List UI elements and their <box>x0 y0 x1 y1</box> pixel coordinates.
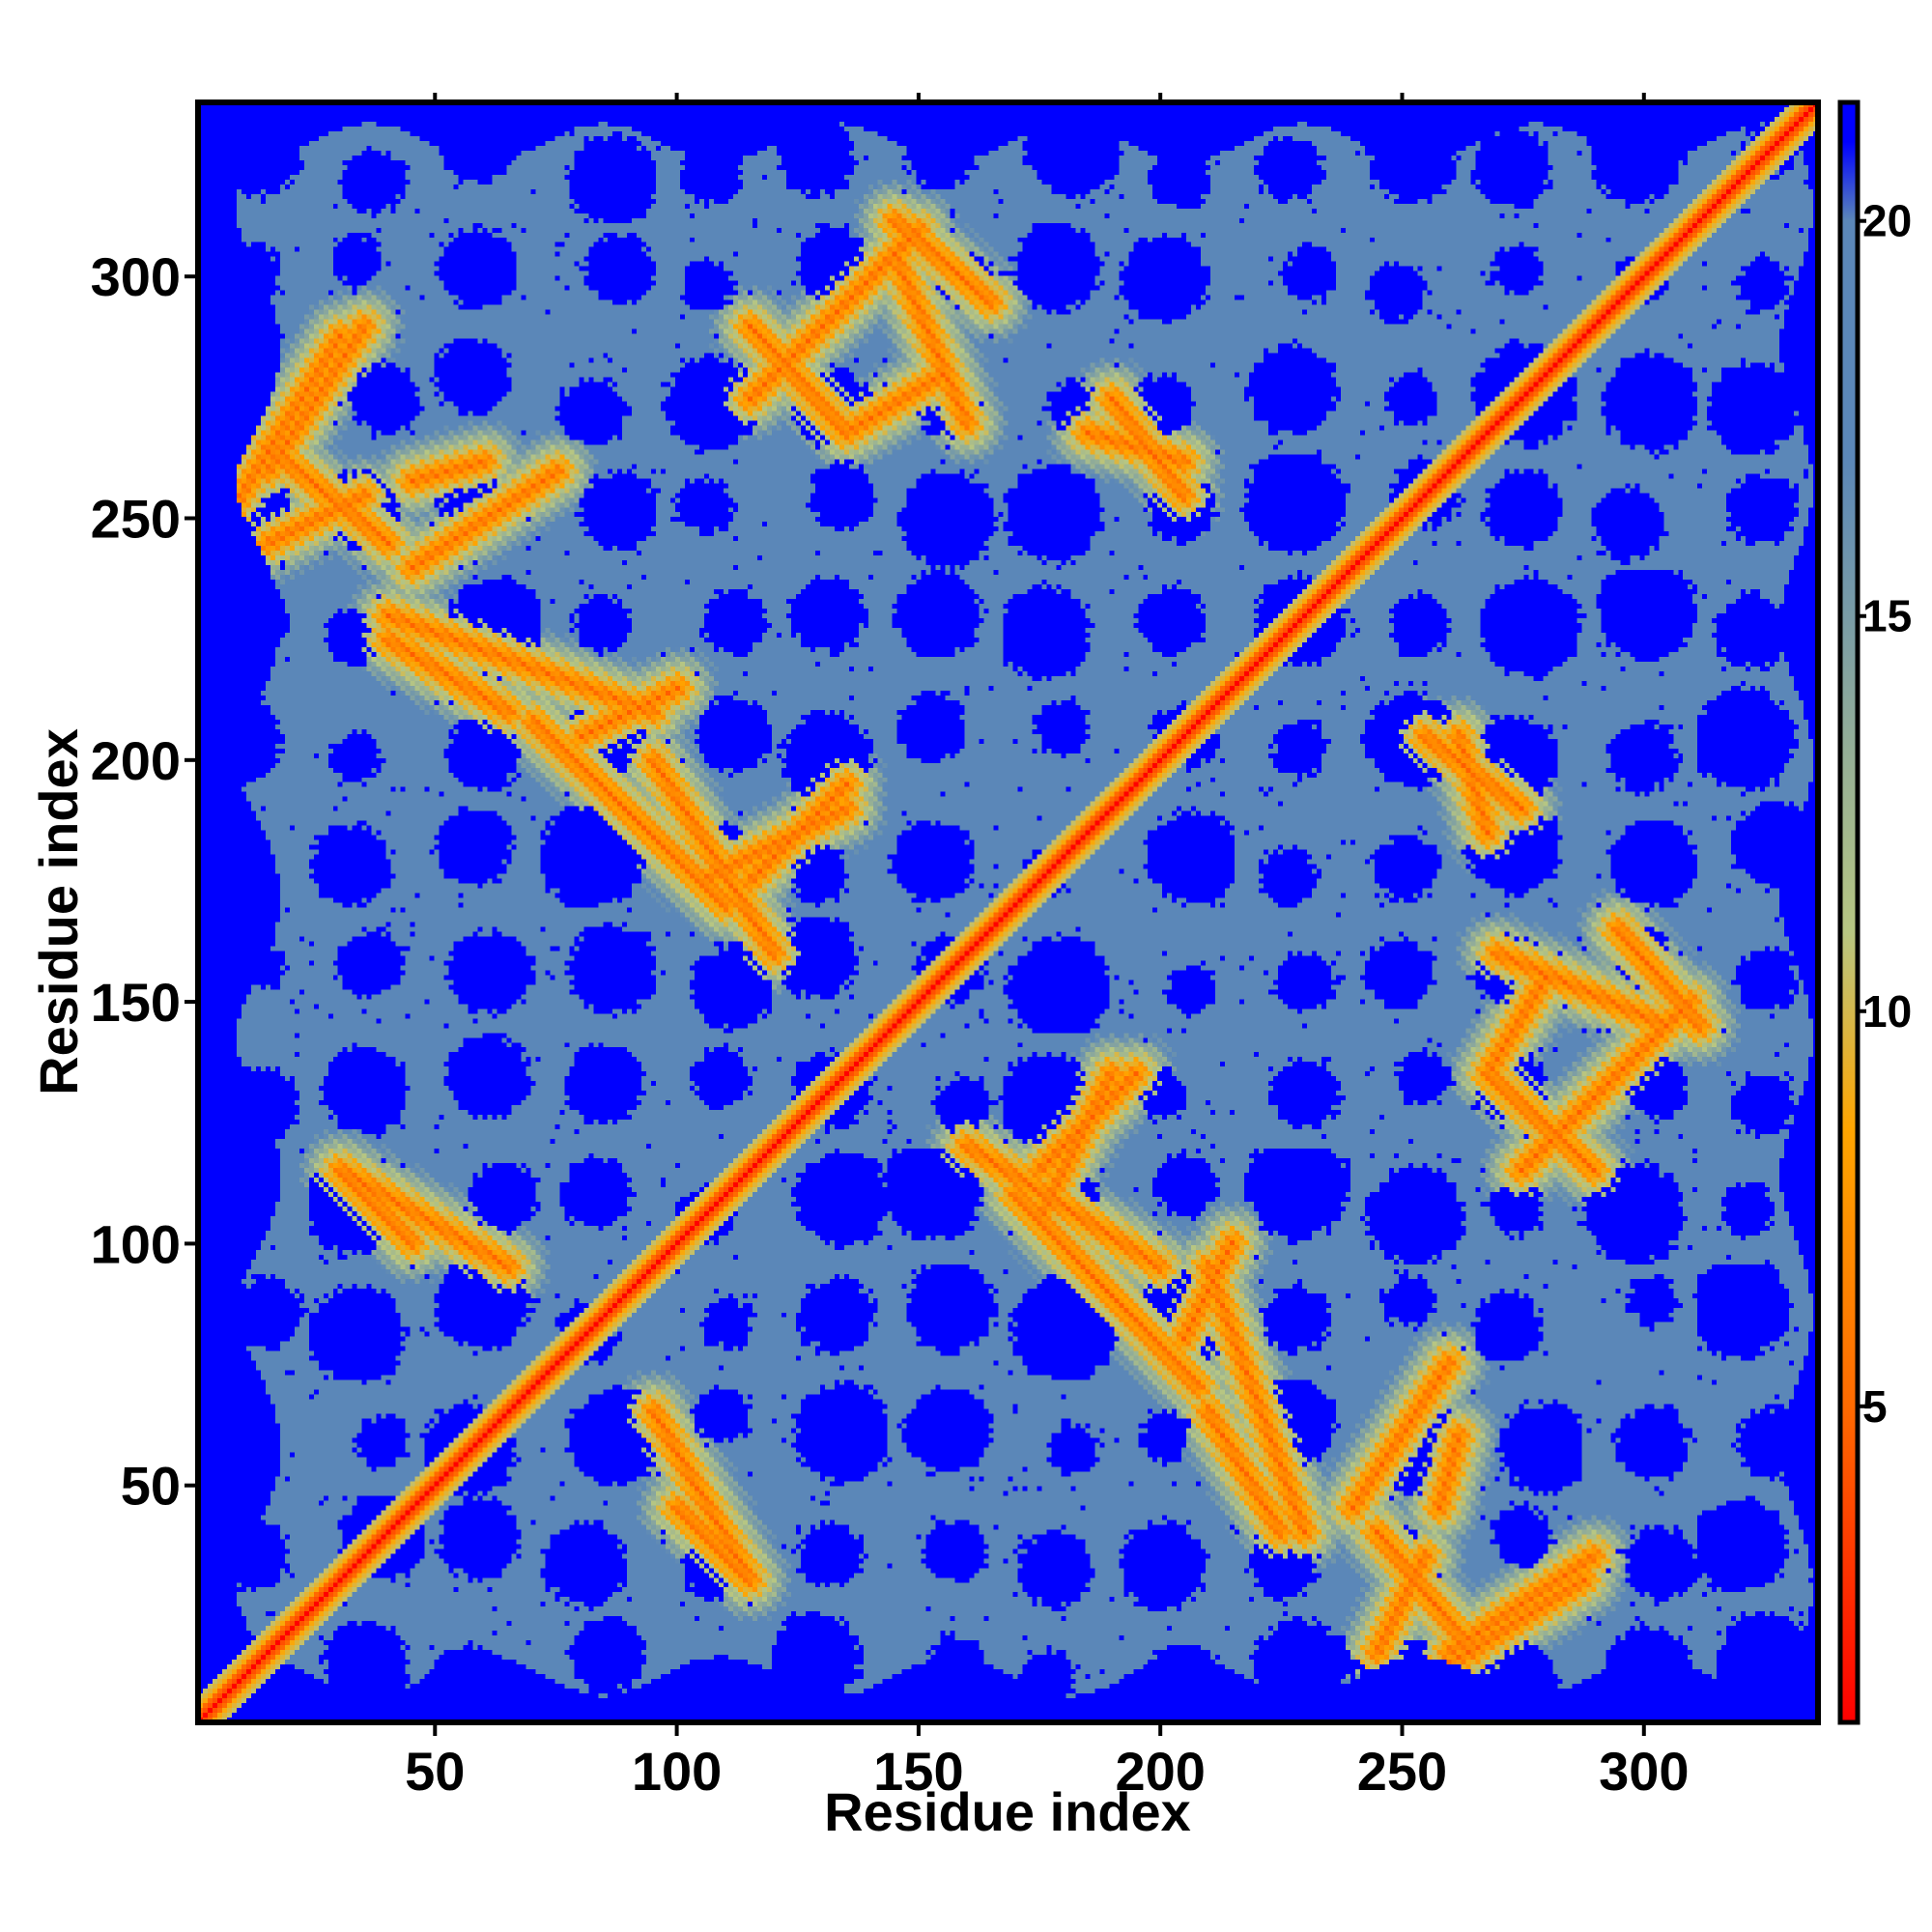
y-axis-ticks: 50 100 150 200 250 300 <box>91 246 198 1516</box>
y-tick-label: 50 <box>121 1456 181 1517</box>
colorbar-ticks: 5 10 15 20 <box>1858 196 1912 1432</box>
colorbar-tick-label: 10 <box>1862 986 1912 1037</box>
y-tick-label: 100 <box>91 1213 181 1274</box>
y-tick-label: 150 <box>91 972 181 1033</box>
y-tick-label: 300 <box>91 246 181 307</box>
colorbar-tick-label: 20 <box>1862 196 1912 246</box>
x-tick-label: 300 <box>1599 1741 1689 1802</box>
x-tick-label: 50 <box>405 1741 465 1802</box>
colorbar <box>1840 102 1858 1722</box>
x-axis-title: Residue index <box>824 1781 1191 1842</box>
x-tick-label: 100 <box>632 1741 722 1802</box>
heatmap-raster <box>198 102 1818 1722</box>
y-axis-title: Residue index <box>28 728 89 1095</box>
heatmap-area <box>198 102 1818 1722</box>
y-tick-label: 250 <box>91 489 181 550</box>
y-tick-label: 200 <box>91 730 181 791</box>
x-tick-label: 250 <box>1357 1741 1447 1802</box>
colorbar-tick-label: 5 <box>1862 1381 1888 1432</box>
colorbar-tick-label: 15 <box>1862 591 1912 641</box>
